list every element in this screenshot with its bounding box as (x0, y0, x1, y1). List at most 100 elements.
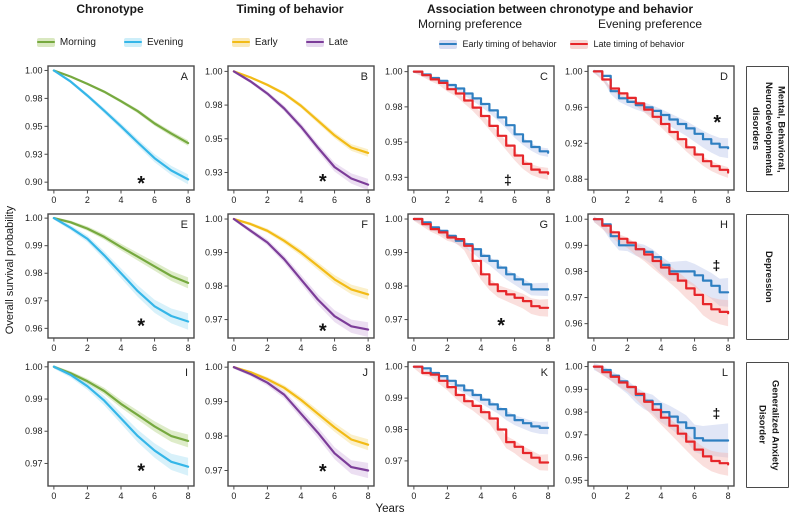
legend-item: Late timing of behavior (570, 39, 685, 49)
panel-D: 1.00 0.96 0.92 0.88 0 2 4 6 8 D * (562, 62, 738, 210)
svg-text:0.97: 0.97 (205, 466, 223, 476)
svg-text:0.99: 0.99 (205, 248, 223, 258)
svg-text:0: 0 (231, 343, 236, 353)
y-axis-label: Overall survival probability (4, 205, 16, 335)
svg-text:8: 8 (366, 491, 371, 501)
panel-letter: D (720, 71, 728, 83)
legend-swatch-icon (305, 37, 324, 47)
svg-text:0.98: 0.98 (205, 100, 223, 110)
svg-text:0.98: 0.98 (205, 281, 223, 291)
panel-H: 1.00 0.99 0.98 0.97 0.96 0 2 4 6 8 H ‡ (562, 210, 738, 358)
panel-letter: L (722, 367, 728, 379)
svg-text:0.93: 0.93 (205, 167, 223, 177)
svg-text:0.98: 0.98 (385, 102, 403, 112)
subheader-morning-preference: Morning preference (417, 17, 523, 31)
svg-text:8: 8 (726, 491, 731, 501)
svg-text:6: 6 (152, 343, 157, 353)
svg-text:4: 4 (478, 343, 483, 353)
legend-line-icon (124, 41, 142, 43)
legend-item: Early timing of behavior (439, 39, 556, 49)
svg-text:0.97: 0.97 (565, 293, 583, 303)
svg-text:8: 8 (546, 491, 551, 501)
significance-asterisk: * (137, 315, 145, 337)
svg-text:1.00: 1.00 (565, 362, 583, 372)
legend-line-icon (305, 41, 324, 43)
svg-text:0.93: 0.93 (25, 149, 43, 159)
significance-asterisk: * (713, 112, 721, 134)
curve-late-timing-of-behavior (592, 70, 730, 174)
significance-double-dagger: ‡ (504, 171, 512, 187)
significance-asterisk: * (497, 315, 505, 337)
svg-text:0: 0 (591, 491, 596, 501)
legend-swatch-icon (439, 39, 458, 49)
svg-text:8: 8 (186, 491, 191, 501)
curve-early-timing-of-behavior (412, 217, 550, 291)
curve-early (232, 217, 370, 296)
panel-I: 1.00 0.99 0.98 0.97 0 2 4 6 8 I * (22, 358, 198, 506)
svg-text:0: 0 (231, 491, 236, 501)
panel-letter: E (181, 219, 188, 231)
significance-asterisk: * (319, 461, 327, 483)
svg-text:0.96: 0.96 (25, 323, 43, 333)
svg-text:0.98: 0.98 (205, 431, 223, 441)
svg-text:0.99: 0.99 (565, 240, 583, 250)
svg-text:6: 6 (332, 195, 337, 205)
row-label-text: Mental, Behavioral, Neurodevelopmental d… (750, 82, 787, 176)
svg-text:8: 8 (546, 343, 551, 353)
svg-text:0.98: 0.98 (25, 268, 43, 278)
svg-text:4: 4 (298, 343, 303, 353)
curve-morning (52, 69, 190, 145)
svg-text:0.97: 0.97 (565, 430, 583, 440)
svg-text:0.99: 0.99 (565, 384, 583, 394)
panel-letter: F (361, 219, 368, 231)
legend-item: Late (305, 36, 349, 48)
svg-text:0.88: 0.88 (565, 174, 583, 184)
row-label-mental-behavioral: Mental, Behavioral, Neurodevelopmental d… (746, 66, 789, 192)
svg-text:0: 0 (411, 343, 416, 353)
svg-text:6: 6 (152, 195, 157, 205)
legend-line-icon (570, 43, 589, 45)
svg-text:0.93: 0.93 (385, 172, 403, 182)
svg-text:6: 6 (332, 491, 337, 501)
panel-A: 1.00 0.98 0.95 0.93 0.90 0 2 4 6 8 A * (22, 62, 198, 210)
svg-text:1.00: 1.00 (205, 362, 223, 372)
svg-text:0: 0 (51, 491, 56, 501)
legend-association: Early timing of behavior Late timing of b… (386, 37, 738, 51)
legend-line-icon (36, 41, 55, 43)
svg-text:0.97: 0.97 (385, 315, 403, 325)
legend-label: Late timing of behavior (593, 39, 685, 49)
column-header-chronotype: Chronotype (76, 2, 144, 16)
row-label-depression: Depression (746, 214, 789, 340)
curve-early-timing-of-behavior (592, 218, 730, 294)
svg-text:6: 6 (692, 343, 697, 353)
svg-text:1.00: 1.00 (565, 66, 583, 76)
row-label-text: Depression (762, 251, 774, 303)
svg-text:6: 6 (512, 195, 517, 205)
svg-text:4: 4 (658, 343, 663, 353)
svg-text:1.00: 1.00 (205, 66, 223, 76)
panel-letter: K (541, 367, 549, 379)
svg-text:2: 2 (85, 491, 90, 501)
panel-letter: I (185, 367, 188, 379)
legend-item: Evening (124, 37, 183, 48)
svg-text:1.00: 1.00 (25, 213, 43, 223)
svg-text:2: 2 (625, 195, 630, 205)
curve-late-timing-of-behavior (592, 365, 730, 466)
svg-text:0.98: 0.98 (25, 426, 43, 436)
legend-swatch-icon (36, 37, 55, 47)
legend-label: Early timing of behavior (462, 39, 557, 49)
panel-letter: B (361, 71, 368, 83)
svg-text:0: 0 (231, 195, 236, 205)
row-label-text: Generalized Anxiety Disorder (756, 379, 781, 471)
panel-J: 1.00 0.99 0.98 0.97 0 2 4 6 8 J * (202, 358, 378, 506)
curve-early (232, 70, 370, 154)
svg-text:0: 0 (591, 343, 596, 353)
panel-letter: H (720, 219, 728, 231)
legend-label: Late (328, 36, 349, 48)
curve-morning (52, 365, 190, 442)
svg-text:2: 2 (445, 195, 450, 205)
svg-text:2: 2 (445, 343, 450, 353)
svg-text:2: 2 (265, 195, 270, 205)
panel-K: 1.00 0.99 0.98 0.97 0 2 4 6 8 K (382, 358, 558, 506)
svg-text:8: 8 (186, 195, 191, 205)
